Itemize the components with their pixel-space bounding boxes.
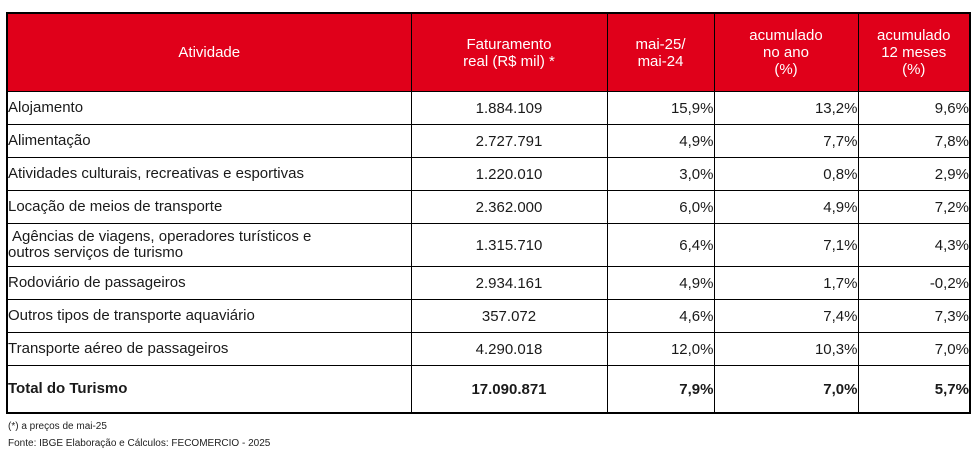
cell-acumulado-12-meses: 4,3% [857, 223, 971, 267]
cell-atividade: Locação de meios de transporte [6, 190, 412, 224]
cell-mensal: 3,0% [606, 157, 715, 191]
header-acum-ano-line2: no ano [763, 44, 809, 61]
header-acum-12-line3: (%) [902, 61, 926, 78]
header-mensal: mai-25/ mai-24 [606, 12, 715, 92]
cell-mensal: 4,9% [606, 124, 715, 158]
total-row: Total do Turismo 17.090.871 7,9% 7,0% 5,… [6, 365, 971, 414]
header-atividade: Atividade [6, 12, 412, 92]
cell-acumulado-ano: 1,7% [713, 266, 859, 300]
cell-atividade: Alojamento [6, 91, 412, 125]
cell-acumulado-ano: 0,8% [713, 157, 859, 191]
cell-faturamento: 1.315.710 [410, 223, 608, 267]
cell-atividade: Atividades culturais, recreativas e espo… [6, 157, 412, 191]
cell-atividade-line1: Agências de viagens, operadores turístic… [12, 228, 312, 245]
cell-faturamento: 357.072 [410, 299, 608, 333]
cell-acumulado-ano: 4,9% [713, 190, 859, 224]
cell-mensal: 12,0% [606, 332, 715, 366]
total-acumulado-ano: 7,0% [713, 365, 859, 414]
cell-faturamento: 1.884.109 [410, 91, 608, 125]
total-faturamento: 17.090.871 [410, 365, 608, 414]
cell-faturamento: 2.934.161 [410, 266, 608, 300]
header-acum-12-line2: 12 meses [881, 44, 947, 61]
cell-acumulado-ano: 13,2% [713, 91, 859, 125]
cell-acumulado-12-meses: 7,8% [857, 124, 971, 158]
total-acumulado-12-meses: 5,7% [857, 365, 971, 414]
table-row: Locação de meios de transporte 2.362.000… [6, 190, 971, 224]
cell-atividade-line2: outros serviços de turismo [8, 244, 184, 261]
header-acum-ano-line1: acumulado [749, 27, 823, 44]
table-row: Atividades culturais, recreativas e espo… [6, 157, 971, 191]
table-row: Alimentação 2.727.791 4,9% 7,7% 7,8% [6, 124, 971, 158]
cell-atividade: Transporte aéreo de passageiros [6, 332, 412, 366]
header-faturamento-line2: real (R$ mil) * [463, 52, 555, 70]
header-acum-12-line1: acumulado [877, 27, 951, 44]
cell-acumulado-ano: 7,1% [713, 223, 859, 267]
table-row: Alojamento 1.884.109 15,9% 13,2% 9,6% [6, 91, 971, 125]
cell-mensal: 4,6% [606, 299, 715, 333]
cell-faturamento: 1.220.010 [410, 157, 608, 191]
cell-acumulado-12-meses: 9,6% [857, 91, 971, 125]
cell-mensal: 6,4% [606, 223, 715, 267]
header-mensal-line1: mai-25/ [635, 35, 686, 53]
cell-mensal: 4,9% [606, 266, 715, 300]
total-atividade: Total do Turismo [6, 365, 412, 414]
cell-acumulado-12-meses: -0,2% [857, 266, 971, 300]
table-row: Rodoviário de passageiros 2.934.161 4,9%… [6, 266, 971, 300]
header-faturamento-line1: Faturamento [466, 35, 552, 53]
header-acumulado-ano: acumulado no ano (%) [713, 12, 859, 92]
cell-faturamento: 2.362.000 [410, 190, 608, 224]
table-row: Agências de viagens, operadores turístic… [6, 223, 971, 267]
cell-faturamento: 2.727.791 [410, 124, 608, 158]
table-row: Transporte aéreo de passageiros 4.290.01… [6, 332, 971, 366]
cell-acumulado-12-meses: 7,0% [857, 332, 971, 366]
cell-atividade: Outros tipos de transporte aquaviário [6, 299, 412, 333]
cell-atividade: Rodoviário de passageiros [6, 266, 412, 300]
header-row: Atividade Faturamento real (R$ mil) * ma… [6, 12, 971, 92]
total-mensal: 7,9% [606, 365, 715, 414]
cell-mensal: 6,0% [606, 190, 715, 224]
cell-mensal: 15,9% [606, 91, 715, 125]
cell-acumulado-12-meses: 2,9% [857, 157, 971, 191]
cell-acumulado-ano: 7,4% [713, 299, 859, 333]
cell-acumulado-12-meses: 7,3% [857, 299, 971, 333]
table-row: Outros tipos de transporte aquaviário 35… [6, 299, 971, 333]
cell-atividade: Agências de viagens, operadores turístic… [6, 223, 412, 267]
tourism-revenue-table: Atividade Faturamento real (R$ mil) * ma… [6, 12, 971, 414]
asterisk-note: (*) a preços de mai-25 [8, 421, 107, 432]
source-note: Fonte: IBGE Elaboração e Cálculos: FECOM… [8, 438, 271, 449]
cell-acumulado-ano: 7,7% [713, 124, 859, 158]
cell-atividade: Alimentação [6, 124, 412, 158]
header-mensal-line2: mai-24 [637, 52, 684, 70]
header-faturamento: Faturamento real (R$ mil) * [410, 12, 608, 92]
header-acumulado-12-meses: acumulado 12 meses (%) [857, 12, 971, 92]
cell-acumulado-12-meses: 7,2% [857, 190, 971, 224]
cell-acumulado-ano: 10,3% [713, 332, 859, 366]
header-acum-ano-line3: (%) [774, 61, 798, 78]
cell-faturamento: 4.290.018 [410, 332, 608, 366]
footnotes: (*) a preços de mai-25 Fonte: IBGE Elabo… [8, 418, 270, 452]
